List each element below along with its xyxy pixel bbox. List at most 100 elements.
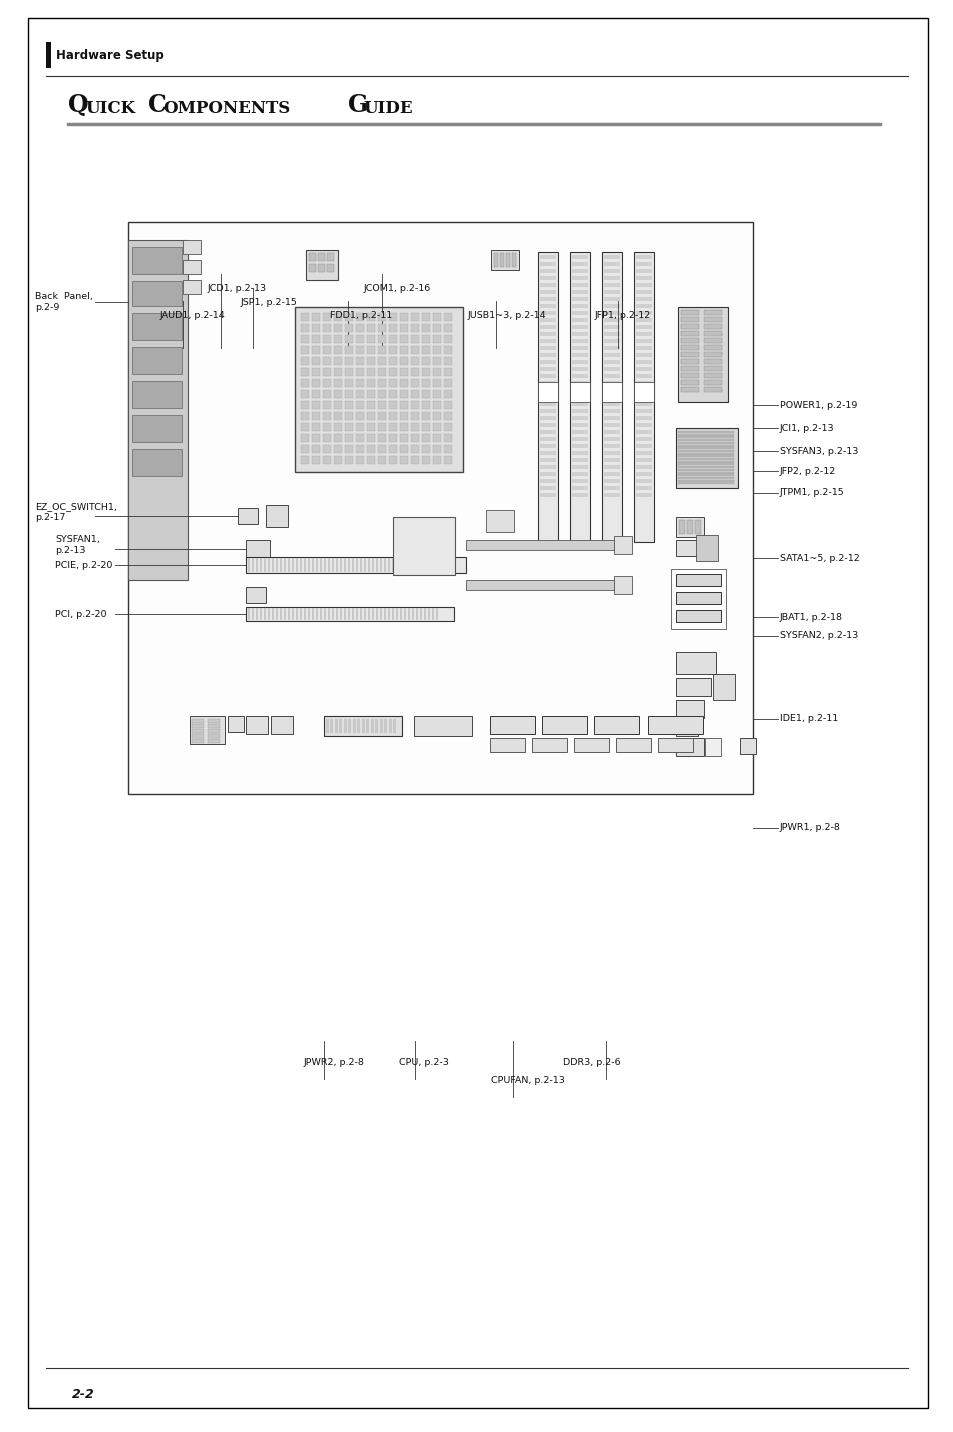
Bar xyxy=(541,716,586,735)
Text: JPWR1, p.2-8: JPWR1, p.2-8 xyxy=(780,823,840,832)
Bar xyxy=(312,347,319,354)
Bar xyxy=(414,716,472,736)
Text: UICK: UICK xyxy=(85,100,135,117)
Bar xyxy=(411,379,418,387)
Bar xyxy=(399,455,408,464)
Bar xyxy=(384,719,387,733)
Text: JUSB1~3, p.2-14: JUSB1~3, p.2-14 xyxy=(467,311,545,319)
Bar xyxy=(228,716,244,732)
Bar xyxy=(364,609,366,620)
Bar xyxy=(312,324,319,332)
Bar xyxy=(678,431,733,432)
Bar xyxy=(392,609,395,620)
Bar xyxy=(603,359,619,364)
Bar xyxy=(367,422,375,431)
Bar xyxy=(428,609,430,620)
Bar xyxy=(443,368,452,377)
Bar xyxy=(260,609,262,620)
Bar xyxy=(384,558,386,571)
Bar xyxy=(539,417,556,420)
Bar xyxy=(603,354,619,357)
Bar xyxy=(539,493,556,497)
Bar xyxy=(636,374,651,378)
Bar xyxy=(301,324,309,332)
Bar xyxy=(603,465,619,470)
Bar xyxy=(330,719,334,733)
Bar xyxy=(421,434,430,442)
Bar xyxy=(539,284,556,286)
Bar xyxy=(572,493,587,497)
Bar xyxy=(344,609,346,620)
Bar xyxy=(246,540,270,558)
Bar xyxy=(603,318,619,322)
Bar xyxy=(301,357,309,365)
Bar xyxy=(355,324,364,332)
Bar xyxy=(312,445,319,453)
Bar xyxy=(292,558,294,571)
Bar xyxy=(344,719,347,733)
Bar xyxy=(375,558,378,571)
Bar xyxy=(264,609,266,620)
Bar xyxy=(132,450,182,475)
Bar xyxy=(603,381,619,385)
Bar xyxy=(294,306,462,473)
Bar xyxy=(636,485,651,490)
Bar xyxy=(678,464,733,465)
Bar xyxy=(539,458,556,463)
Bar xyxy=(183,261,201,274)
Bar xyxy=(433,422,440,431)
Bar xyxy=(465,540,614,550)
Bar xyxy=(572,339,587,344)
Bar xyxy=(384,609,386,620)
Bar xyxy=(443,422,452,431)
Bar xyxy=(703,309,721,315)
Bar xyxy=(389,379,396,387)
Bar xyxy=(412,558,414,571)
Bar xyxy=(399,445,408,453)
Bar xyxy=(319,609,322,620)
Bar xyxy=(399,609,402,620)
Bar xyxy=(432,609,434,620)
Bar xyxy=(335,558,338,571)
Bar xyxy=(389,324,396,332)
Bar xyxy=(377,335,386,344)
Text: JCOM1, p.2-16: JCOM1, p.2-16 xyxy=(363,284,430,292)
Bar xyxy=(345,324,353,332)
Bar xyxy=(312,335,319,344)
Bar xyxy=(323,422,331,431)
Bar xyxy=(421,390,430,398)
Bar xyxy=(572,325,587,329)
Bar xyxy=(192,729,204,733)
Bar xyxy=(334,445,341,453)
Bar xyxy=(421,445,430,453)
Text: JCD1, p.2-13: JCD1, p.2-13 xyxy=(208,284,267,292)
Bar xyxy=(408,609,410,620)
Bar xyxy=(532,737,566,752)
Bar xyxy=(301,390,309,398)
Bar xyxy=(636,325,651,329)
Bar xyxy=(301,434,309,442)
Bar xyxy=(345,445,353,453)
Bar xyxy=(539,430,556,434)
Bar xyxy=(603,437,619,441)
Bar xyxy=(317,253,325,261)
Bar xyxy=(246,716,268,735)
Bar xyxy=(569,252,589,541)
Bar xyxy=(539,325,556,329)
Bar xyxy=(616,737,650,752)
Bar xyxy=(680,345,699,349)
Text: 2-2: 2-2 xyxy=(71,1389,94,1402)
Bar xyxy=(334,324,341,332)
Bar xyxy=(367,390,375,398)
Bar xyxy=(572,465,587,470)
Bar xyxy=(323,357,331,365)
Bar xyxy=(572,451,587,455)
Bar xyxy=(328,558,330,571)
Bar xyxy=(389,422,396,431)
Bar xyxy=(248,558,251,571)
Bar xyxy=(367,368,375,377)
Bar xyxy=(377,347,386,354)
Bar xyxy=(636,465,651,470)
Bar xyxy=(572,473,587,475)
Bar xyxy=(208,719,220,723)
